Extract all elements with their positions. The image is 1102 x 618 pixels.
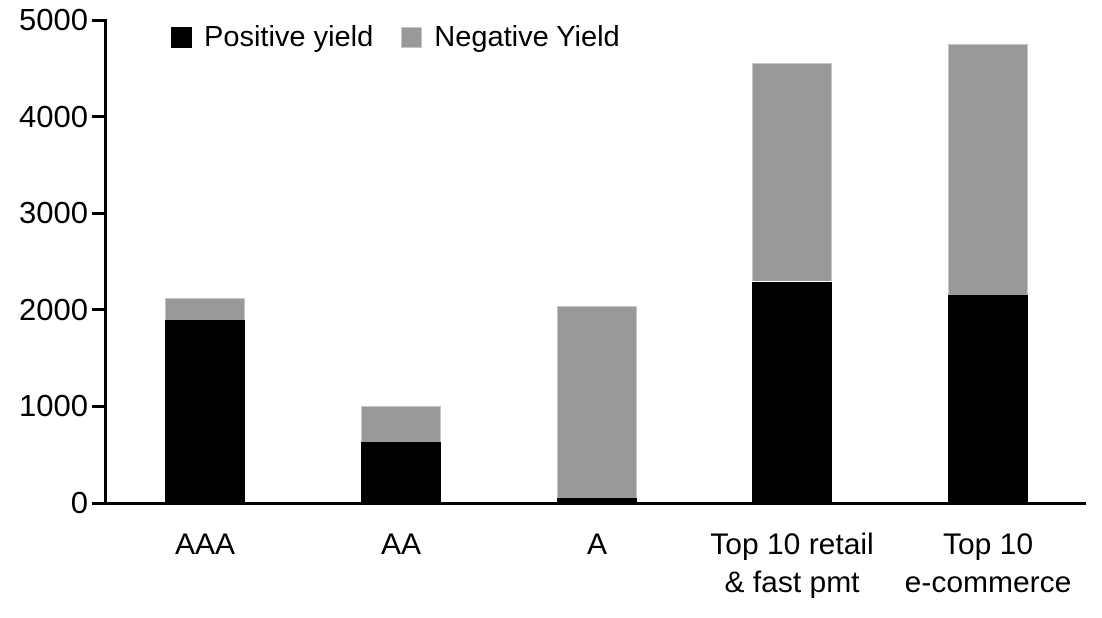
legend-label: Positive yield: [204, 21, 374, 53]
bar-segment-negative: [361, 406, 441, 442]
y-tick: [92, 115, 107, 118]
chart-legend: Positive yield Negative Yield: [171, 21, 620, 53]
legend-swatch-positive-yield: [171, 26, 192, 48]
y-axis-line: [104, 19, 107, 505]
legend-label: Negative Yield: [434, 21, 620, 53]
legend-item: Positive yield: [171, 21, 373, 53]
bar-segment-positive: [752, 282, 832, 503]
y-tick-label: 5000: [19, 2, 88, 37]
x-category-label: Top 10 e-commerce: [904, 528, 1072, 599]
bar-segment-positive: [361, 442, 441, 503]
bar-segment-negative: [948, 44, 1028, 295]
y-tick-label: 4000: [19, 99, 88, 134]
y-tick: [92, 212, 107, 215]
legend-item: Negative Yield: [401, 21, 620, 53]
bar-segment-negative: [557, 306, 637, 498]
x-category-label: A: [586, 528, 607, 561]
x-category-label: AAA: [174, 528, 236, 561]
bar-segment-negative: [165, 298, 245, 321]
legend-swatch-negative-yield: [401, 26, 423, 48]
y-tick-label: 3000: [19, 195, 88, 230]
bar-segment-positive: [165, 320, 245, 503]
x-axis-line: [92, 502, 1086, 505]
y-tick: [92, 308, 107, 311]
y-tick: [92, 19, 107, 22]
x-category-label: Top 10 retail & fast pmt: [710, 528, 874, 599]
y-tick-label: 1000: [19, 388, 88, 423]
bar-segment-positive: [557, 498, 637, 503]
y-tick-label: 2000: [19, 292, 88, 327]
x-category-label: AA: [380, 528, 422, 561]
bar-segment-positive: [948, 295, 1028, 503]
y-tick: [92, 502, 107, 505]
y-tick-label: 0: [70, 485, 88, 520]
bar-segment-negative: [752, 63, 832, 281]
y-tick: [92, 405, 107, 408]
